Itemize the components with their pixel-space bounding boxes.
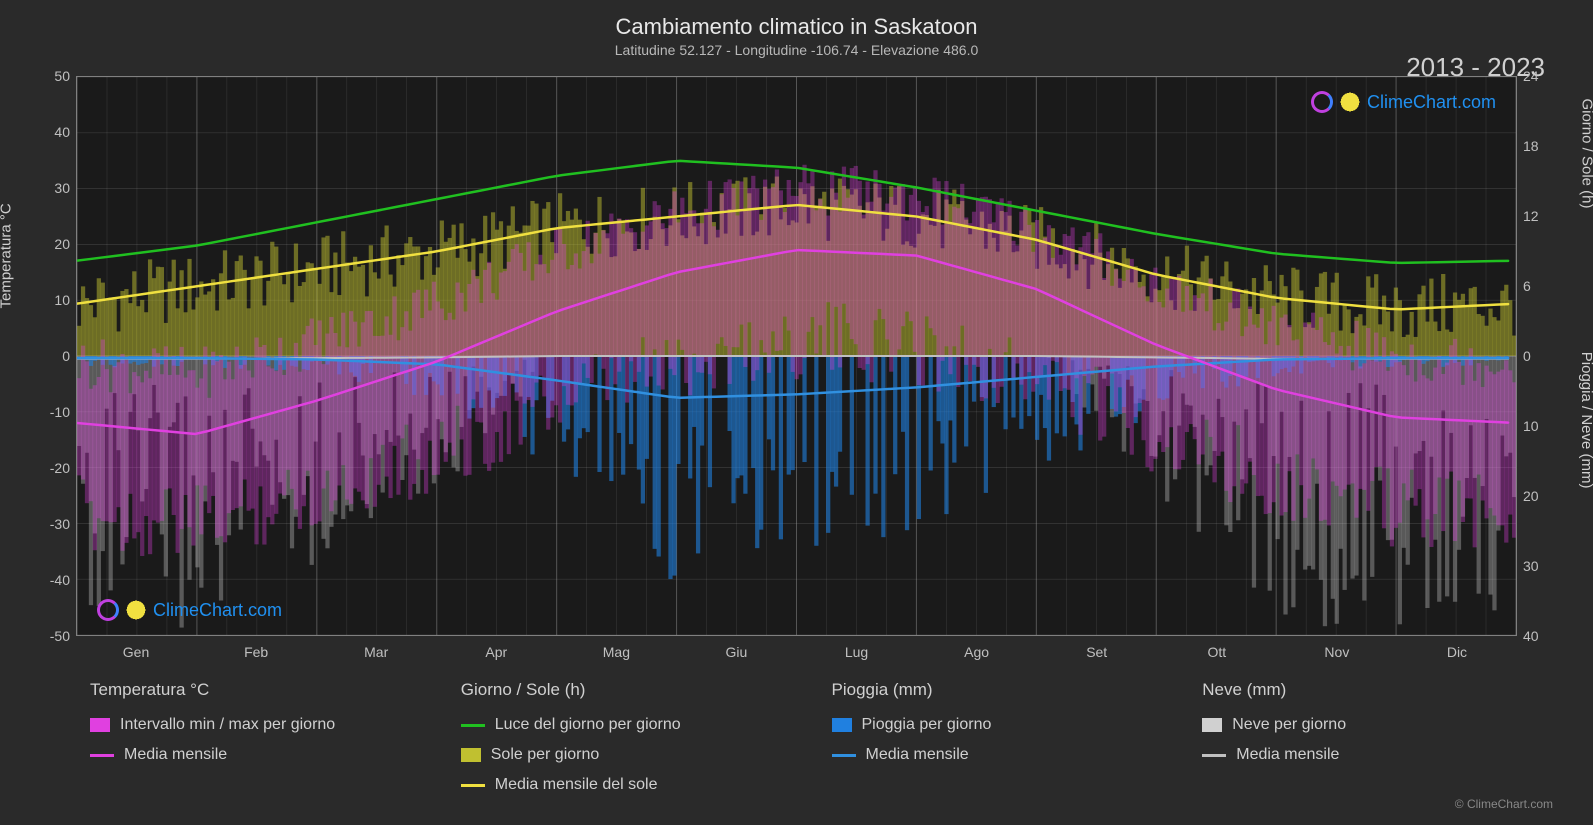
legend-column: Temperatura °C Intervallo min / max per g… — [90, 680, 421, 794]
legend-label: Neve per giorno — [1232, 716, 1346, 734]
plot-svg — [77, 77, 1516, 635]
watermark-top: ClimeChart.com — [1311, 91, 1496, 113]
watermark-bottom: ClimeChart.com — [97, 599, 282, 621]
chart-title: Cambiamento climatico in Saskatoon — [0, 14, 1593, 40]
tick-month: Set — [1067, 644, 1127, 660]
legend-label: Luce del giorno per giorno — [495, 716, 681, 734]
climate-chart-container: Cambiamento climatico in Saskatoon Latit… — [0, 0, 1593, 825]
tick-left: 20 — [40, 236, 70, 252]
watermark-text: ClimeChart.com — [153, 600, 282, 621]
legend-item: Sole per giorno — [461, 746, 792, 764]
legend-item: Media mensile — [832, 746, 1163, 764]
logo-ring-icon — [97, 599, 119, 621]
tick-right-mm: 10 — [1523, 418, 1553, 434]
tick-left: -20 — [40, 460, 70, 476]
logo-sun-icon — [1339, 91, 1361, 113]
tick-month: Apr — [466, 644, 526, 660]
tick-right-mm: 30 — [1523, 558, 1553, 574]
tick-month: Nov — [1307, 644, 1367, 660]
legend-label: Pioggia per giorno — [862, 716, 992, 734]
legend-header: Giorno / Sole (h) — [461, 680, 792, 700]
legend-swatch — [90, 718, 110, 732]
legend-label: Sole per giorno — [491, 746, 600, 764]
legend-item: Media mensile — [90, 746, 421, 764]
copyright: © ClimeChart.com — [1455, 797, 1553, 811]
tick-month: Ago — [947, 644, 1007, 660]
legend-label: Media mensile — [1236, 746, 1339, 764]
tick-left: 40 — [40, 124, 70, 140]
tick-month: Lug — [827, 644, 887, 660]
plot-area: ClimeChart.com ClimeChart.com — [76, 76, 1517, 636]
legend-header: Neve (mm) — [1202, 680, 1533, 700]
tick-right-hours: 24 — [1523, 68, 1553, 84]
tick-month: Mar — [346, 644, 406, 660]
legend-item: Pioggia per giorno — [832, 716, 1163, 734]
legend-item: Intervallo min / max per giorno — [90, 716, 421, 734]
tick-left: -10 — [40, 404, 70, 420]
legend-swatch — [461, 724, 485, 727]
tick-month: Ott — [1187, 644, 1247, 660]
legend-item: Media mensile del sole — [461, 776, 792, 794]
legend-swatch — [832, 754, 856, 757]
legend-header: Temperatura °C — [90, 680, 421, 700]
chart-subtitle: Latitudine 52.127 - Longitudine -106.74 … — [0, 42, 1593, 58]
y-axis-label-day-sun: Giorno / Sole (h) — [1579, 98, 1593, 208]
legend-item: Luce del giorno per giorno — [461, 716, 792, 734]
legend-label: Media mensile — [866, 746, 969, 764]
tick-right-hours: 18 — [1523, 138, 1553, 154]
tick-left: -40 — [40, 572, 70, 588]
legend-label: Intervallo min / max per giorno — [120, 716, 335, 734]
legend-swatch — [1202, 718, 1222, 732]
watermark-text: ClimeChart.com — [1367, 92, 1496, 113]
tick-left: 10 — [40, 292, 70, 308]
legend-column: Pioggia (mm) Pioggia per giorno Media mens… — [832, 680, 1163, 794]
tick-month: Dic — [1427, 644, 1487, 660]
tick-left: -50 — [40, 628, 70, 644]
tick-month: Giu — [706, 644, 766, 660]
tick-month: Feb — [226, 644, 286, 660]
tick-left: -30 — [40, 516, 70, 532]
tick-month: Gen — [106, 644, 166, 660]
tick-right-hours: 0 — [1523, 348, 1553, 364]
legend-swatch — [461, 784, 485, 787]
legend: Temperatura °C Intervallo min / max per g… — [90, 680, 1533, 794]
legend-label: Media mensile del sole — [495, 776, 658, 794]
tick-left: 50 — [40, 68, 70, 84]
tick-right-hours: 12 — [1523, 208, 1553, 224]
legend-column: Neve (mm) Neve per giorno Media mensile — [1202, 680, 1533, 794]
tick-month: Mag — [586, 644, 646, 660]
legend-item: Media mensile — [1202, 746, 1533, 764]
legend-swatch — [832, 718, 852, 732]
y-axis-label-precipitation: Pioggia / Neve (mm) — [1579, 352, 1593, 489]
legend-header: Pioggia (mm) — [832, 680, 1163, 700]
tick-right-mm: 20 — [1523, 488, 1553, 504]
tick-left: 30 — [40, 180, 70, 196]
legend-label: Media mensile — [124, 746, 227, 764]
legend-item: Neve per giorno — [1202, 716, 1533, 734]
logo-sun-icon — [125, 599, 147, 621]
legend-swatch — [1202, 754, 1226, 757]
legend-swatch — [90, 754, 114, 757]
y-axis-label-temperature: Temperatura °C — [0, 203, 15, 308]
tick-left: 0 — [40, 348, 70, 364]
logo-ring-icon — [1311, 91, 1333, 113]
tick-right-mm: 40 — [1523, 628, 1553, 644]
legend-column: Giorno / Sole (h) Luce del giorno per gio… — [461, 680, 792, 794]
tick-right-hours: 6 — [1523, 278, 1553, 294]
legend-swatch — [461, 748, 481, 762]
